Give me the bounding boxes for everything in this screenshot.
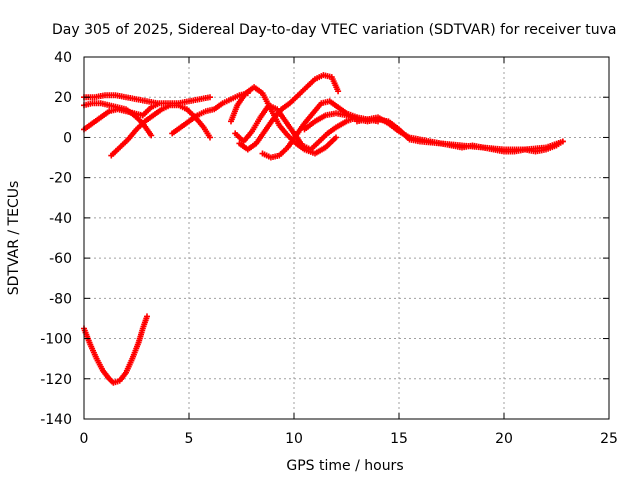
y-tick-label: -20 [49,171,72,187]
y-tick-label: -100 [40,332,72,348]
axis-ticks: 0 5 10 15 20 25 -140 -120 -100 -80 -60 -40 -20 0 20 40 [40,50,618,447]
series-arc-9 [232,102,360,153]
series-arc-3 [81,92,161,107]
data-point [207,94,213,101]
y-tick-label: -60 [49,251,72,267]
series-arc-4 [81,100,155,139]
y-tick-label: 40 [54,50,72,66]
series-arc-7 [236,72,342,153]
series-arc-5 [108,102,213,159]
x-tick-label: 0 [80,431,89,447]
series-arc-11 [301,110,566,153]
data-point [559,138,566,145]
data-point [154,100,161,107]
x-tick-label: 20 [495,431,513,447]
data-marks [81,72,566,386]
chart-title: Day 305 of 2025, Sidereal Day-to-day VTE… [52,22,616,38]
series-arc-12 [354,114,566,155]
data-point [148,132,155,139]
x-tick-label: 25 [600,431,618,447]
data-point [335,88,342,95]
y-tick-label: 0 [63,130,72,146]
series-arc-1 [81,313,150,386]
y-tick-label: -80 [49,291,72,307]
data-point [333,134,339,141]
y-tick-label: -40 [49,211,72,227]
y-tick-label: -140 [40,412,72,428]
y-tick-label: 20 [54,90,72,106]
y-axis-title: SDTVAR / TECUs [6,181,22,296]
y-tick-label: -120 [40,372,72,388]
x-tick-label: 5 [185,431,194,447]
plot-frame [83,56,610,420]
grid [84,57,609,419]
x-axis-title: GPS time / hours [286,458,403,474]
x-tick-label: 10 [285,431,303,447]
series-arc-6 [169,90,251,137]
data-point [144,313,150,320]
data-point [207,134,213,141]
x-tick-label: 15 [390,431,408,447]
